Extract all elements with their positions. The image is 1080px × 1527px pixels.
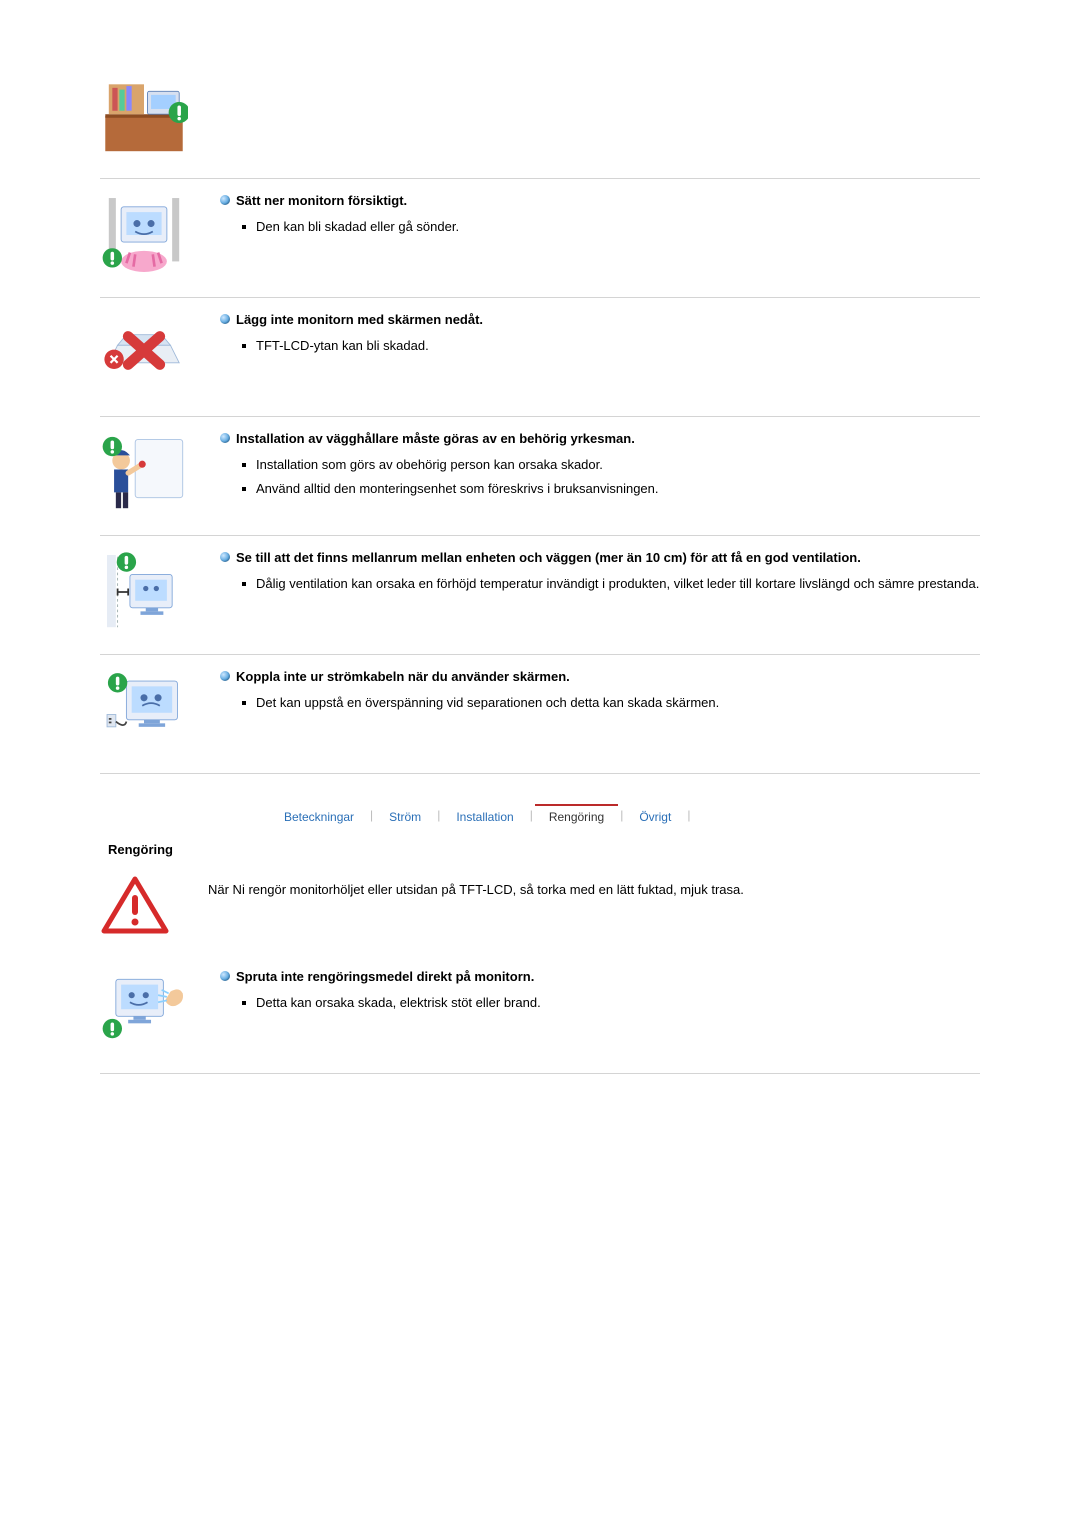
spray-monitor-icon xyxy=(100,967,188,1055)
instruction-bullets: Detta kan orsaka skada, elektrisk stöt e… xyxy=(242,994,980,1012)
instruction-text: Koppla inte ur strömkabeln när du använd… xyxy=(220,667,980,718)
face-down-icon xyxy=(100,310,188,398)
illustration-cell xyxy=(100,310,220,398)
instruction-bullets: Den kan bli skadad eller gå sönder. xyxy=(242,218,980,236)
bullet-icon xyxy=(220,552,230,562)
instruction-section: Koppla inte ur strömkabeln när du använd… xyxy=(100,655,980,774)
tab-strom[interactable]: Ström xyxy=(375,804,435,828)
tab-separator: | xyxy=(528,804,535,828)
warning-triangle-icon xyxy=(100,875,170,937)
instruction-section: Lägg inte monitorn med skärmen nedåt. TF… xyxy=(100,298,980,417)
instruction-heading: Spruta inte rengöringsmedel direkt på mo… xyxy=(220,969,980,984)
instruction-heading: Sätt ner monitorn försiktigt. xyxy=(220,193,980,208)
empty-text xyxy=(220,72,980,74)
instruction-section: Spruta inte rengöringsmedel direkt på mo… xyxy=(100,955,980,1074)
bullet-icon xyxy=(220,971,230,981)
unplug-while-on-icon xyxy=(100,667,188,755)
bullet-item: Använd alltid den monteringsenhet som fö… xyxy=(242,480,980,498)
tab-rengoring[interactable]: Rengöring xyxy=(535,804,618,828)
instruction-text: Installation av vägghållare måste göras … xyxy=(220,429,980,504)
tab-installation[interactable]: Installation xyxy=(442,804,527,828)
bullet-icon xyxy=(220,433,230,443)
heading-text: Sätt ner monitorn försiktigt. xyxy=(236,193,407,208)
bullet-item: Den kan bli skadad eller gå sönder. xyxy=(242,218,980,236)
bullet-icon xyxy=(220,671,230,681)
illustration-cell xyxy=(100,548,220,636)
heading-text: Installation av vägghållare måste göras … xyxy=(236,431,635,446)
instruction-bullets: Installation som görs av obehörig person… xyxy=(242,456,980,498)
section-tabs: Beteckningar | Ström | Installation | Re… xyxy=(270,804,980,828)
illustration-cell xyxy=(100,667,220,755)
instruction-heading: Lägg inte monitorn med skärmen nedåt. xyxy=(220,312,980,327)
bullet-item: TFT-LCD-ytan kan bli skadad. xyxy=(242,337,980,355)
document-page: Sätt ner monitorn försiktigt. Den kan bl… xyxy=(0,0,1080,1134)
bullet-item: Det kan uppstå en överspänning vid separ… xyxy=(242,694,980,712)
bullet-item: Detta kan orsaka skada, elektrisk stöt e… xyxy=(242,994,980,1012)
heading-text: Se till att det finns mellanrum mellan e… xyxy=(236,550,861,565)
tab-separator: | xyxy=(685,804,692,828)
illustration-cell xyxy=(100,429,220,517)
illustration-cell xyxy=(100,191,220,279)
instruction-text: Spruta inte rengöringsmedel direkt på mo… xyxy=(220,967,980,1018)
illustration-cell xyxy=(100,72,220,160)
bullet-item: Installation som görs av obehörig person… xyxy=(242,456,980,474)
cleaning-section-title: Rengöring xyxy=(108,842,980,857)
bullet-icon xyxy=(220,195,230,205)
cleaning-intro-text: När Ni rengör monitorhöljet eller utsida… xyxy=(208,875,980,899)
heading-text: Koppla inte ur strömkabeln när du använd… xyxy=(236,669,570,684)
heading-text: Spruta inte rengöringsmedel direkt på mo… xyxy=(236,969,534,984)
instruction-bullets: Dålig ventilation kan orsaka en förhöjd … xyxy=(242,575,980,593)
tab-ovrigt[interactable]: Övrigt xyxy=(625,804,685,828)
instruction-section: Se till att det finns mellanrum mellan e… xyxy=(100,536,980,655)
illustration-cell xyxy=(100,967,220,1055)
lower-monitor-icon xyxy=(100,191,188,279)
tab-separator: | xyxy=(368,804,375,828)
shelf-monitor-icon xyxy=(100,72,188,160)
instruction-heading: Koppla inte ur strömkabeln när du använd… xyxy=(220,669,980,684)
cleaning-intro-row: När Ni rengör monitorhöljet eller utsida… xyxy=(100,875,980,937)
heading-text: Lägg inte monitorn med skärmen nedåt. xyxy=(236,312,483,327)
instruction-bullets: TFT-LCD-ytan kan bli skadad. xyxy=(242,337,980,355)
tab-separator: | xyxy=(618,804,625,828)
bullet-icon xyxy=(220,314,230,324)
instruction-text: Sätt ner monitorn försiktigt. Den kan bl… xyxy=(220,191,980,242)
tab-separator: | xyxy=(435,804,442,828)
instruction-text: Se till att det finns mellanrum mellan e… xyxy=(220,548,980,599)
wall-mount-installer-icon xyxy=(100,429,188,517)
instruction-section: Installation av vägghållare måste göras … xyxy=(100,417,980,536)
illustration-row xyxy=(100,60,980,179)
instruction-section: Sätt ner monitorn försiktigt. Den kan bl… xyxy=(100,179,980,298)
ventilation-gap-icon xyxy=(100,548,188,636)
instruction-text: Lägg inte monitorn med skärmen nedåt. TF… xyxy=(220,310,980,361)
bullet-item: Dålig ventilation kan orsaka en förhöjd … xyxy=(242,575,980,593)
warning-icon-cell xyxy=(100,875,190,937)
instruction-heading: Installation av vägghållare måste göras … xyxy=(220,431,980,446)
tab-beteckningar[interactable]: Beteckningar xyxy=(270,804,368,828)
instruction-bullets: Det kan uppstå en överspänning vid separ… xyxy=(242,694,980,712)
instruction-heading: Se till att det finns mellanrum mellan e… xyxy=(220,550,980,565)
